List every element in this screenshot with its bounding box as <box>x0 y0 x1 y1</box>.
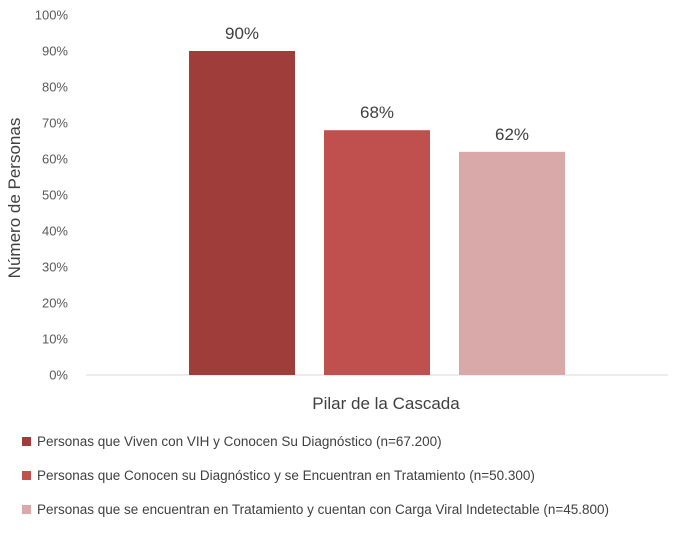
legend-label: Personas que Viven con VIH y Conocen Su … <box>37 433 442 449</box>
y-tick-label: 40% <box>42 224 68 239</box>
y-tick-label: 60% <box>42 152 68 167</box>
legend-label: Personas que se encuentran en Tratamient… <box>37 501 609 517</box>
data-labels: 90% 68% 62% <box>225 24 529 144</box>
legend-label: Personas que Conocen su Diagnóstico y se… <box>37 467 535 483</box>
y-tick-label: 70% <box>42 116 68 131</box>
legend-swatch <box>22 470 31 480</box>
y-axis-title: Número de Personas <box>5 118 24 279</box>
legend-swatch <box>22 436 31 446</box>
legend-swatch <box>22 504 31 514</box>
legend-item-2: Personas que Conocen su Diagnóstico y se… <box>22 466 609 484</box>
x-axis-title: Pilar de la Cascada <box>312 394 460 413</box>
bar-chart: 0% 10% 20% 30% 40% 50% 60% 70% 80% 90% 100% 90% 68%… <box>5 8 668 413</box>
data-label-1: 90% <box>225 24 259 43</box>
data-label-3: 62% <box>495 125 529 144</box>
y-tick-label: 90% <box>42 44 68 59</box>
legend-item-1: Personas que Viven con VIH y Conocen Su … <box>22 432 609 450</box>
y-tick-label: 100% <box>35 8 69 23</box>
legend-item-3: Personas que se encuentran en Tratamient… <box>22 500 609 518</box>
bar-2 <box>324 130 430 375</box>
data-label-2: 68% <box>360 103 394 122</box>
legend: Personas que Viven con VIH y Conocen Su … <box>22 432 609 534</box>
y-tick-label: 20% <box>42 296 68 311</box>
y-tick-label: 30% <box>42 260 68 275</box>
y-tick-label: 80% <box>42 80 68 95</box>
y-tick-label: 10% <box>42 332 68 347</box>
y-axis-ticks: 0% 10% 20% 30% 40% 50% 60% 70% 80% 90% 100% <box>35 8 69 383</box>
y-tick-label: 0% <box>49 368 68 383</box>
bar-1 <box>189 51 295 375</box>
bar-3 <box>459 151 565 375</box>
bars <box>189 51 565 375</box>
y-tick-label: 50% <box>42 188 68 203</box>
